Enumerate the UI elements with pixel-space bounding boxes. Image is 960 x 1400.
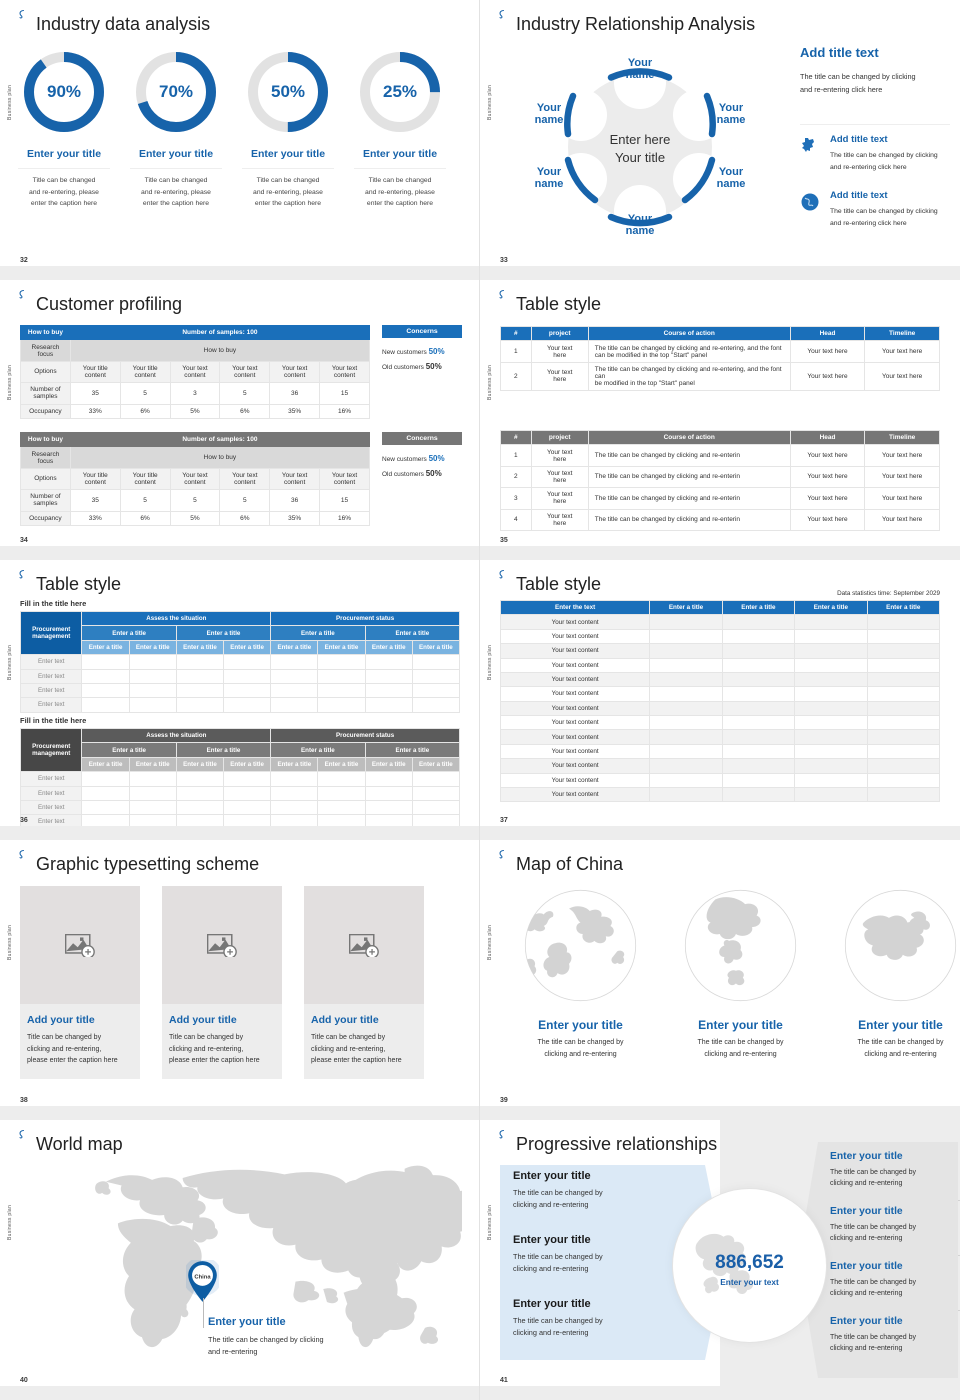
svg-text:Your: Your <box>628 57 653 69</box>
svg-text:name: name <box>535 178 564 190</box>
svg-text:China: China <box>194 1275 211 1281</box>
svg-text:Your: Your <box>719 166 744 178</box>
svg-text:Enter here: Enter here <box>610 132 671 147</box>
svg-text:Your: Your <box>537 166 562 178</box>
svg-text:Your title: Your title <box>615 150 665 165</box>
svg-text:Your: Your <box>719 102 744 114</box>
svg-text:name: name <box>717 178 746 190</box>
svg-text:Your: Your <box>537 102 562 114</box>
svg-text:name: name <box>535 114 564 126</box>
svg-text:name: name <box>626 225 655 237</box>
svg-text:name: name <box>717 114 746 126</box>
svg-text:Your: Your <box>628 213 653 225</box>
svg-text:name: name <box>626 69 655 81</box>
